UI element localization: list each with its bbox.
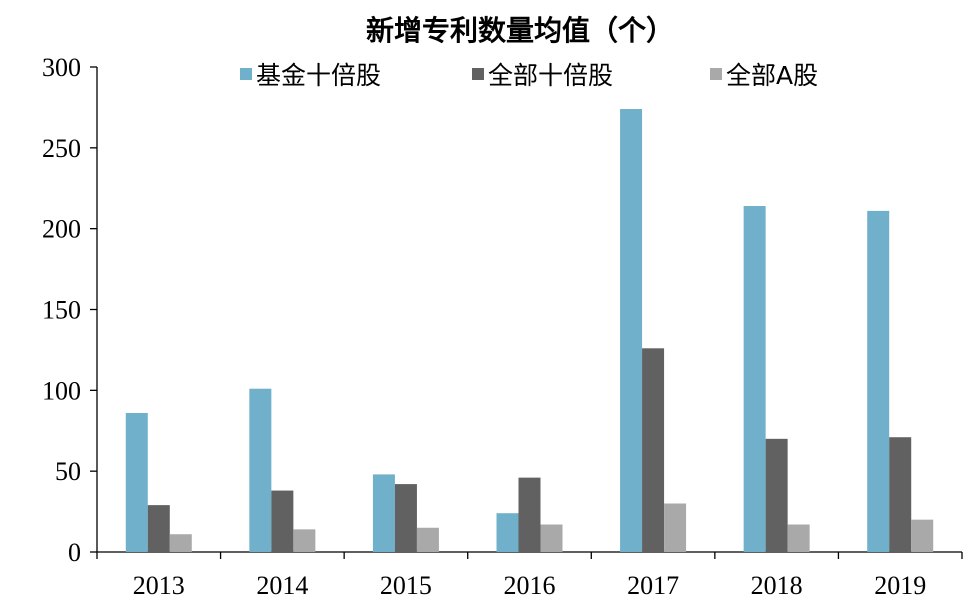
y-tick-label: 200 [42,215,81,244]
x-tick-label: 2016 [504,571,556,600]
bar-2014-series-3 [293,529,316,552]
x-tick-label: 2014 [256,571,308,600]
bar-2015-series-2 [394,484,417,552]
chart-title: 新增专利数量均值（个） [366,14,674,47]
y-tick-label: 300 [42,53,81,82]
y-tick-label: 50 [55,457,81,486]
bar-2016-series-3 [540,524,563,552]
bars [125,109,934,553]
bar-2015-series-1 [372,474,395,552]
legend-swatch [710,68,722,80]
y-tick-label: 250 [42,134,81,163]
bar-2013-series-1 [125,412,148,552]
bar-2015-series-3 [416,527,439,552]
legend-label: 基金十倍股 [256,61,381,90]
legend-label: 全部十倍股 [488,61,613,90]
bar-2013-series-2 [147,505,170,552]
legend: 基金十倍股 全部十倍股 全部A股 [240,61,818,90]
bar-2013-series-3 [169,534,192,552]
bar-2017-series-2 [642,348,665,552]
x-tick-label: 2015 [380,571,432,600]
x-tick-label: 2017 [627,571,679,600]
x-tick-label: 2019 [874,571,926,600]
bar-2018-series-3 [787,524,810,552]
bar-2018-series-1 [743,206,766,553]
bar-2016-series-1 [496,513,519,552]
y-tick-label: 150 [42,296,81,325]
x-axis: 2013 2014 2015 2016 2017 2018 2019 [96,551,963,600]
bar-2016-series-2 [518,477,541,552]
bar-2019-series-3 [911,519,934,552]
legend-swatch [240,68,252,80]
y-tick-label: 100 [42,376,81,405]
bar-2019-series-2 [889,437,912,552]
x-tick-label: 2013 [133,571,185,600]
legend-label: 全部A股 [726,61,818,90]
bar-2017-series-3 [664,503,687,552]
bar-2017-series-1 [620,109,643,553]
bar-2018-series-2 [765,438,788,552]
bar-2019-series-1 [867,210,890,552]
y-tick-label: 0 [68,538,81,567]
y-axis: 0 50 100 150 200 250 300 [42,53,98,567]
bar-2014-series-1 [249,388,272,552]
legend-swatch [472,68,484,80]
bar-2014-series-2 [271,490,294,552]
x-tick-label: 2018 [751,571,803,600]
